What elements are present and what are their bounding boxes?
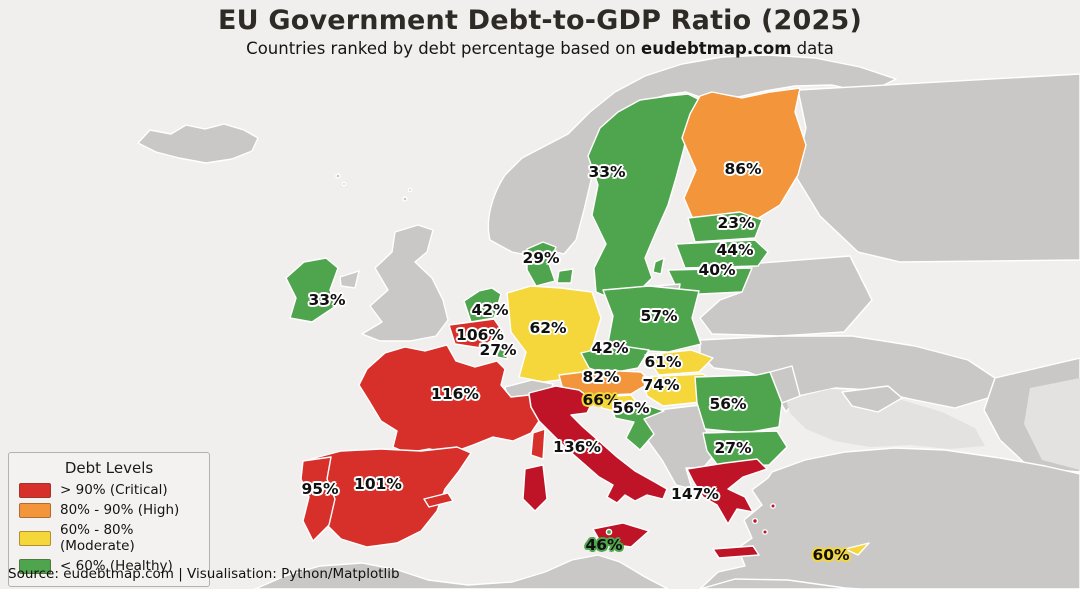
country-ireland (285, 257, 339, 323)
legend-rows: > 90% (Critical) 80% - 90% (High) 60% - 80… (19, 482, 199, 574)
aegean-island (762, 529, 768, 535)
crete (712, 545, 760, 559)
country-croatia (612, 405, 665, 451)
country-denmark (526, 241, 557, 287)
legend-label-moderate: 60% - 80% (Moderate) (60, 522, 135, 554)
country-greece (686, 458, 768, 525)
faroe-islands (335, 173, 341, 179)
sardinia (522, 464, 548, 512)
legend-label-critical: > 90% (Critical) (60, 482, 168, 498)
legend-item-critical: > 90% (Critical) (19, 482, 199, 498)
northern-ireland (339, 270, 360, 289)
country-iceland (137, 123, 259, 164)
aegean-island (751, 517, 759, 525)
country-belgium (448, 318, 504, 349)
shetland-islands (407, 187, 413, 193)
country-estonia (687, 211, 763, 243)
aegean-island (770, 503, 776, 509)
country-bulgaria (702, 430, 788, 468)
legend-item-high: 80% - 90% (High) (19, 502, 199, 518)
north-africa-east (699, 578, 861, 589)
black-sea (786, 389, 985, 449)
legend-label-high: 80% - 90% (High) (60, 502, 180, 518)
country-portugal (300, 456, 336, 542)
country-slovenia (598, 394, 639, 413)
country-slovakia (644, 349, 714, 376)
country-italy (528, 385, 668, 504)
legend-swatch-high (19, 502, 51, 518)
corsica (530, 428, 546, 460)
country-cyprus (844, 542, 870, 556)
country-czechia (580, 344, 650, 375)
denmark-islands (556, 268, 574, 284)
legend-item-healthy: < 60% (Healthy) (19, 558, 199, 574)
shetland-islands (402, 196, 408, 202)
country-latvia (675, 239, 769, 269)
country-belarus (699, 255, 873, 337)
country-germany (506, 285, 602, 383)
country-poland (602, 285, 702, 353)
gotland (652, 257, 665, 275)
source-note: Source: eudebtmap.com | Visualisation: P… (8, 566, 400, 582)
country-turkey (699, 447, 1080, 589)
legend-title: Debt Levels (64, 459, 154, 477)
legend: Debt Levels > 90% (Critical) 80% - 90% (H… (8, 452, 210, 587)
legend-swatch-critical (19, 482, 51, 498)
north-africa-west (254, 554, 669, 589)
crimea (841, 385, 903, 413)
country-finland (681, 87, 807, 231)
country-romania (694, 371, 783, 434)
caspian-sea (1024, 378, 1080, 470)
country-malta (605, 528, 613, 536)
sicily (592, 522, 650, 548)
legend-swatch-healthy (19, 558, 51, 574)
country-uk (361, 224, 449, 342)
balearic-islands (423, 492, 454, 508)
legend-label-healthy: < 60% (Healthy) (60, 558, 173, 574)
legend-swatch-moderate (19, 530, 51, 546)
faroe-islands (341, 181, 347, 187)
legend-item-moderate: 60% - 80% (Moderate) (19, 522, 199, 554)
country-luxembourg (496, 344, 510, 360)
